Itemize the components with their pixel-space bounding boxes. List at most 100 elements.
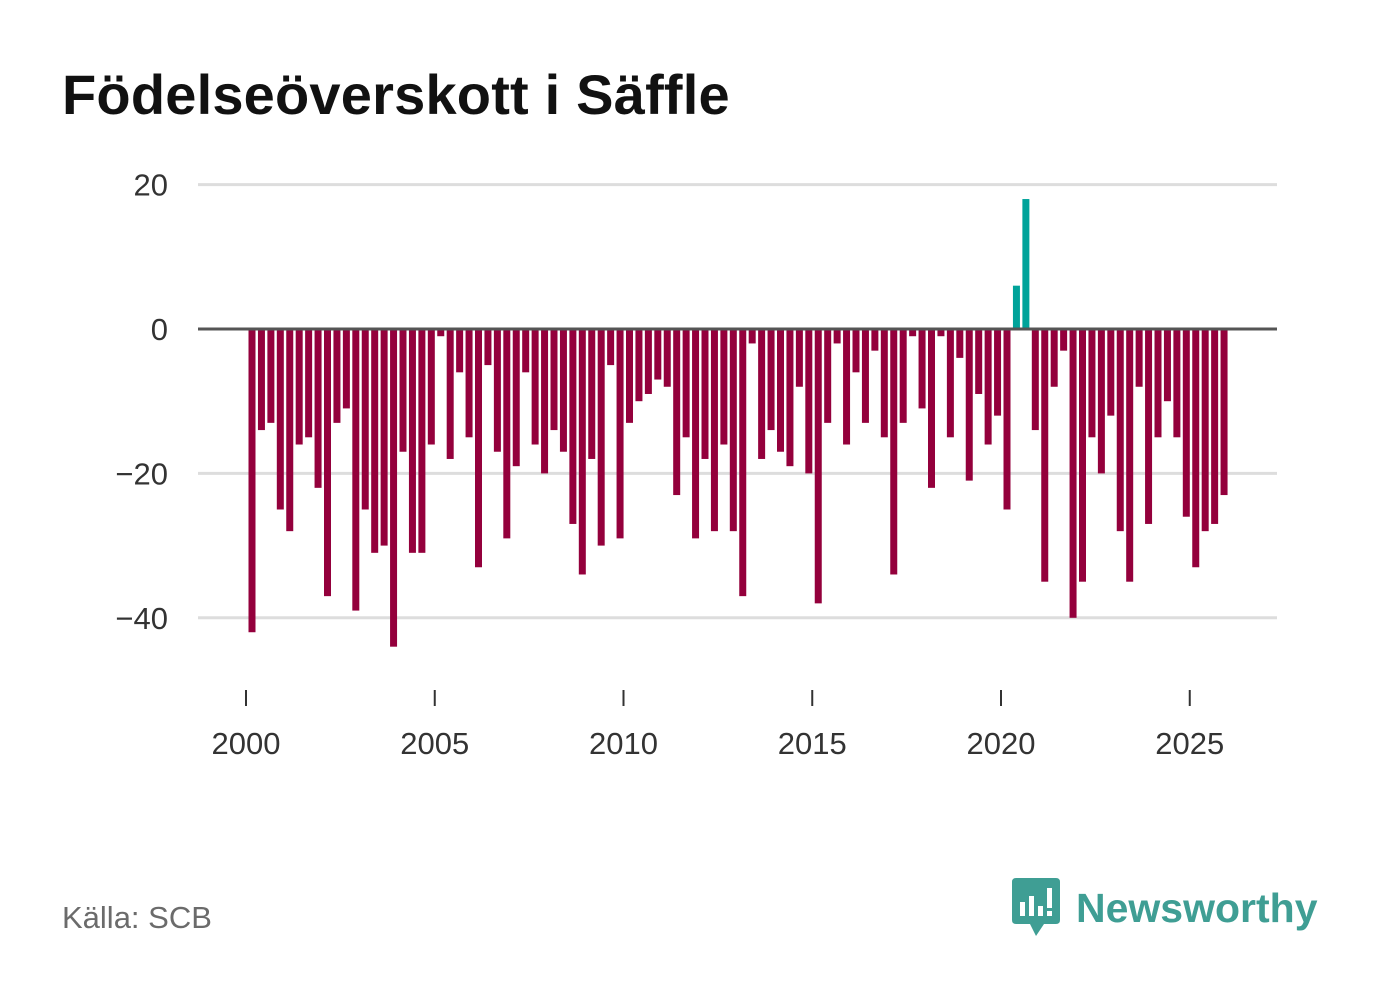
bar [909, 329, 917, 337]
bar [1116, 329, 1124, 532]
bar [928, 329, 935, 488]
bar [1192, 329, 1200, 568]
bar [465, 329, 473, 438]
bar [531, 329, 539, 445]
bar [1173, 329, 1181, 438]
bar [1031, 329, 1039, 431]
bar [512, 329, 520, 467]
bar [663, 329, 671, 387]
bar [739, 329, 747, 597]
bar [1069, 329, 1077, 618]
bar [352, 329, 360, 611]
brand: Newsworthy [1010, 878, 1318, 938]
bar [899, 329, 907, 423]
bar [786, 329, 794, 467]
bar [918, 329, 926, 409]
bar [578, 329, 586, 575]
bar [371, 329, 379, 553]
bar [729, 329, 737, 532]
bar [748, 329, 756, 344]
bar [1201, 329, 1209, 532]
y-tick-label: 0 [151, 312, 168, 347]
bar [1154, 329, 1162, 438]
bar [1060, 329, 1068, 351]
bar [446, 329, 454, 459]
bar [1012, 285, 1020, 329]
bar [418, 329, 426, 553]
bar [1088, 329, 1096, 438]
bar [692, 329, 700, 539]
y-tick-label: −40 [115, 601, 168, 636]
bar [795, 329, 803, 387]
x-tick-label: 2000 [212, 726, 281, 761]
bar [1050, 329, 1058, 387]
bar [1182, 329, 1190, 517]
bar [314, 329, 322, 488]
bar [880, 329, 888, 438]
bar [626, 329, 633, 423]
bar [550, 329, 558, 431]
bar [616, 329, 624, 539]
bar [1126, 329, 1134, 582]
bar [607, 329, 615, 366]
bar [1220, 329, 1228, 496]
bar [380, 329, 388, 546]
bar [758, 329, 766, 459]
y-axis: 20 0 −20 −40 [115, 168, 168, 636]
bar [861, 329, 869, 423]
bar [720, 329, 728, 445]
bar [286, 329, 294, 532]
bar [682, 329, 690, 438]
x-tick-label: 2015 [778, 726, 847, 761]
bar [824, 329, 832, 423]
bar [814, 329, 822, 604]
bar [408, 329, 416, 553]
x-tick-label: 2025 [1155, 726, 1224, 761]
grid-lines [198, 183, 1277, 620]
bar [503, 329, 511, 539]
bar [342, 329, 350, 409]
bar [559, 329, 567, 452]
bar [852, 329, 860, 373]
bar [1163, 329, 1171, 402]
source-note: Källa: SCB [62, 900, 212, 935]
bar [1003, 329, 1011, 510]
bar [984, 329, 992, 445]
bar [946, 329, 954, 438]
bar [1211, 329, 1219, 524]
bar [248, 329, 256, 633]
bar [427, 329, 435, 445]
bar [1079, 329, 1086, 582]
bar [890, 329, 898, 575]
y-tick-label: −20 [115, 456, 168, 491]
bar [833, 329, 841, 344]
bar [871, 329, 879, 351]
bar [1107, 329, 1115, 416]
bar [1135, 329, 1143, 387]
bar [333, 329, 341, 423]
bar [324, 329, 331, 597]
y-tick-label: 20 [134, 168, 168, 203]
bar [597, 329, 605, 546]
bar [635, 329, 643, 402]
bar [965, 329, 973, 481]
bar [569, 329, 577, 524]
bar [305, 329, 313, 438]
bar [456, 329, 464, 373]
bar [267, 329, 275, 423]
bar [956, 329, 964, 358]
bar [1145, 329, 1153, 524]
bar [437, 329, 445, 337]
bar [588, 329, 596, 459]
x-tick-label: 2005 [400, 726, 469, 761]
x-tick-label: 2020 [967, 726, 1036, 761]
bar [541, 329, 549, 474]
x-axis: 2000 2005 2010 2015 2020 2025 [212, 690, 1224, 761]
bar [493, 329, 501, 452]
bar [475, 329, 482, 568]
bar [654, 329, 662, 380]
bar [975, 329, 983, 394]
bar [843, 329, 851, 445]
bar [937, 329, 945, 337]
